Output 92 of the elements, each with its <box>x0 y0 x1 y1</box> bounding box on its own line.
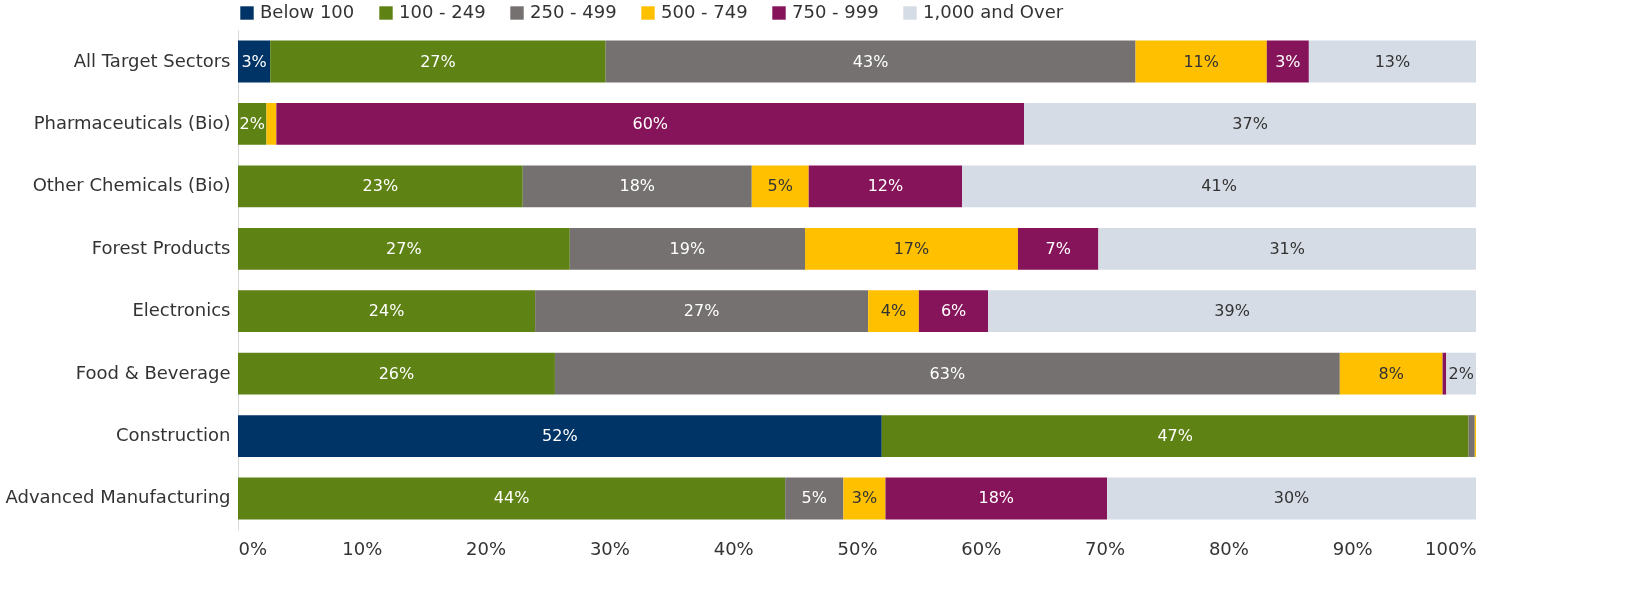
bar <box>266 103 277 145</box>
data-label: 4% <box>880 301 907 321</box>
x-tick-label: 50% <box>837 537 878 559</box>
data-label: 44% <box>493 488 530 508</box>
data-label: 18% <box>619 176 656 196</box>
y-tick-label: Pharmaceuticals (Bio) <box>33 111 231 133</box>
data-label: 6% <box>940 301 967 321</box>
legend-label: 1,000 and Over <box>923 1 1064 22</box>
bar <box>1017 227 1099 270</box>
x-tick-label: 70% <box>1085 537 1126 559</box>
bar <box>785 477 844 520</box>
legend-label: 100 - 249 <box>399 1 486 22</box>
data-label: 19% <box>669 238 706 258</box>
y-tick-label: Food & Beverage <box>75 361 231 383</box>
data-label: 41% <box>1201 176 1237 196</box>
x-tick-label: 80% <box>1208 537 1249 559</box>
data-label: 5% <box>767 176 793 196</box>
x-tick-label: 30% <box>589 537 630 559</box>
data-label: 13% <box>1374 51 1411 71</box>
bar <box>962 165 1476 208</box>
bar <box>1339 352 1443 395</box>
x-tick-label: 20% <box>466 537 507 559</box>
legend-label: 250 - 499 <box>530 1 617 22</box>
x-tick-label: 0% <box>238 537 268 559</box>
y-tick-label: Construction <box>115 424 231 446</box>
legend-label: 500 - 749 <box>661 1 748 22</box>
data-label: 24% <box>368 301 405 321</box>
data-label: 8% <box>1378 363 1404 383</box>
data-label: 18% <box>978 488 1015 508</box>
bar <box>554 352 1340 395</box>
bar <box>522 165 752 208</box>
bar <box>885 477 1108 520</box>
bar <box>751 165 809 208</box>
y-tick-label: All Target Sectors <box>73 49 231 71</box>
x-tick-label: 60% <box>961 537 1002 559</box>
bar <box>238 477 786 520</box>
data-label: 17% <box>893 238 930 258</box>
x-tick-label: 90% <box>1332 537 1373 559</box>
data-label: 3% <box>851 488 878 508</box>
legend-label: 750 - 999 <box>792 1 879 22</box>
bar <box>270 40 606 83</box>
data-label: 27% <box>420 51 456 71</box>
data-label: 7% <box>1045 238 1071 258</box>
legend-label: Below 100 <box>260 1 355 22</box>
bar <box>238 165 523 208</box>
data-label: 2% <box>1448 363 1474 383</box>
data-label: 27% <box>386 238 422 258</box>
bar <box>238 352 555 395</box>
bar <box>238 415 882 457</box>
data-label: 11% <box>1183 51 1219 71</box>
data-label: 26% <box>378 363 415 383</box>
data-label: 37% <box>1232 113 1268 133</box>
data-label: 3% <box>1275 51 1301 71</box>
bar <box>1308 40 1476 83</box>
data-label: 31% <box>1269 238 1305 258</box>
bar <box>988 290 1476 333</box>
y-tick-label: Electronics <box>132 299 231 321</box>
data-label: 52% <box>542 426 578 446</box>
data-label: 30% <box>1273 488 1310 508</box>
data-label: 60% <box>632 113 669 133</box>
bar <box>1024 103 1476 145</box>
bar <box>605 40 1136 83</box>
bar <box>1098 227 1476 270</box>
bar <box>918 290 989 333</box>
bar <box>238 290 536 333</box>
x-tick-label: 40% <box>713 537 754 559</box>
bar <box>1135 40 1267 83</box>
bar <box>238 227 570 270</box>
bar <box>535 290 869 333</box>
data-label: 5% <box>801 488 827 508</box>
data-label: 23% <box>362 176 399 196</box>
data-label: 27% <box>683 301 720 321</box>
y-tick-label: Other Chemicals (Bio) <box>32 174 231 196</box>
data-label: 12% <box>867 176 904 196</box>
data-label: 3% <box>241 51 267 71</box>
bar <box>569 227 805 270</box>
bar <box>276 103 1025 145</box>
data-label: 39% <box>1214 301 1250 321</box>
data-label: 43% <box>852 51 889 71</box>
x-tick-label: 100% <box>1425 537 1477 559</box>
bar <box>868 290 919 333</box>
data-label: 47% <box>1157 426 1193 446</box>
y-tick-label: Advanced Manufacturing <box>5 486 231 508</box>
y-tick-label: Forest Products <box>91 236 231 258</box>
x-tick-label: 10% <box>342 537 383 559</box>
bar <box>1468 415 1475 457</box>
data-label: 63% <box>929 363 966 383</box>
bar <box>1107 477 1476 520</box>
data-label: 2% <box>239 113 265 133</box>
bar <box>805 227 1018 270</box>
bar <box>881 415 1469 457</box>
bar <box>808 165 963 208</box>
